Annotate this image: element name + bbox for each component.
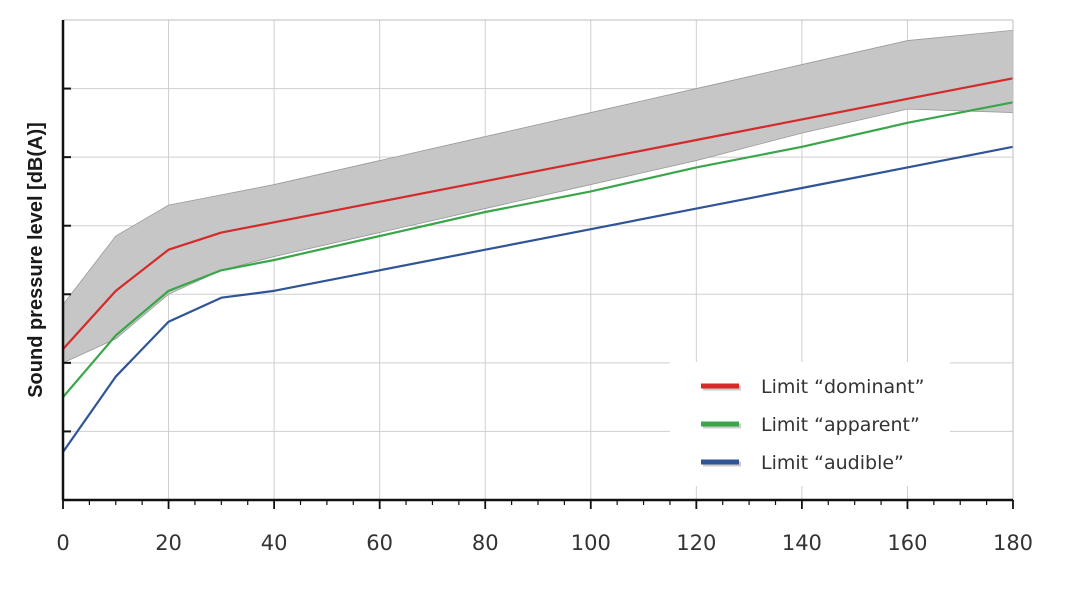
x-tick-label: 80 <box>472 531 499 555</box>
series-line-1 <box>62 101 1014 398</box>
series-lines <box>62 77 1014 453</box>
legend-label: Limit “audible” <box>761 452 904 474</box>
y-axis-label: Sound pressure level [dB(A)] <box>25 122 47 398</box>
x-tick-label: 160 <box>887 531 927 555</box>
x-tick-label: 100 <box>571 531 611 555</box>
legend-label: Limit “dominant” <box>761 376 924 398</box>
x-tick-label: 140 <box>782 531 822 555</box>
x-tick-label: 180 <box>993 531 1033 555</box>
x-tick-label: 20 <box>155 531 182 555</box>
series-line-0 <box>62 77 1014 350</box>
legend-label: Limit “apparent” <box>761 414 920 436</box>
x-tick-label: 0 <box>56 531 69 555</box>
x-tick-label: 60 <box>366 531 393 555</box>
series-line-2 <box>62 145 1014 453</box>
legend: Limit “dominant” Limit “apparent” Limit “a… <box>670 362 950 486</box>
x-tick-label: 40 <box>261 531 288 555</box>
x-tick-label: 120 <box>676 531 716 555</box>
x-axis-ticks: 0 20 40 60 80 100 120 140 160 180 <box>56 500 1033 555</box>
tolerance-band <box>62 29 1014 364</box>
